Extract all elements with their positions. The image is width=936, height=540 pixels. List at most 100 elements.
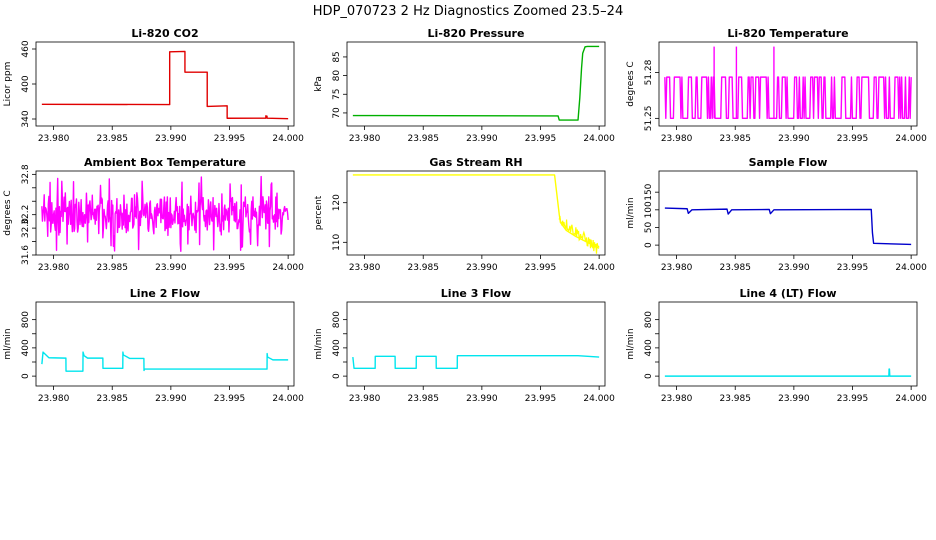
x-tick-label: 24.000 — [272, 134, 304, 144]
x-tick-label: 23.995 — [214, 134, 246, 144]
x-tick-label: 23.995 — [214, 394, 246, 404]
x-tick-label: 24.000 — [895, 263, 927, 273]
x-tick-label: 23.990 — [466, 134, 498, 144]
plot-frame — [35, 301, 295, 387]
y-tick-label: 400 — [332, 339, 342, 356]
series-line — [664, 368, 912, 377]
panel-title: Line 2 Flow — [130, 287, 200, 300]
x-tick-label: 23.995 — [837, 134, 869, 144]
y-tick-label: 400 — [644, 339, 654, 356]
y-tick-label: 32.0 — [21, 218, 31, 238]
y-tick-label: 32.8 — [21, 164, 31, 184]
y-tick-label: 800 — [644, 311, 654, 328]
series-line — [352, 354, 600, 370]
x-tick-label: 23.980 — [38, 394, 70, 404]
y-tick-label: 400 — [21, 75, 31, 92]
y-tick-label: 32.2 — [21, 205, 31, 225]
y-tick-label: 80 — [332, 70, 342, 82]
y-tick-label: 51.28 — [644, 59, 654, 85]
chart-panel-5: Gas Stream RH 23.980 23.985 23.990 23.995 24.… — [314, 156, 615, 273]
series-line — [41, 50, 289, 120]
x-tick-label: 23.980 — [661, 134, 693, 144]
x-tick-label: 23.995 — [837, 263, 869, 273]
x-tick-label: 23.990 — [778, 394, 810, 404]
series-line — [41, 175, 289, 252]
y-axis-label: kPa — [314, 76, 324, 92]
x-tick-label: 24.000 — [895, 134, 927, 144]
y-tick-label: 150 — [644, 183, 654, 200]
x-tick-label: 23.990 — [155, 263, 187, 273]
plot-frame — [35, 41, 295, 127]
y-tick-label: 0 — [21, 373, 31, 379]
x-tick-label: 23.990 — [155, 134, 187, 144]
y-tick-label: 51.25 — [644, 105, 654, 131]
plot-frame — [346, 41, 606, 127]
plot-frame — [658, 301, 918, 387]
y-tick-label: 120 — [332, 194, 342, 211]
x-tick-label: 23.985 — [407, 394, 439, 404]
x-tick-label: 23.985 — [96, 394, 128, 404]
chart-panel-4: Ambient Box Temperature 23.980 23.985 23.99… — [3, 156, 304, 273]
x-tick-label: 24.000 — [583, 134, 615, 144]
y-axis-label: degrees C — [3, 190, 13, 235]
chart-panel-6: Sample Flow 23.980 23.985 23.990 23.995 24.00… — [626, 156, 927, 273]
x-tick-label: 24.000 — [583, 263, 615, 273]
x-tick-label: 23.990 — [466, 394, 498, 404]
y-tick-label: 85 — [332, 51, 342, 62]
series-line — [352, 174, 600, 249]
y-tick-label: 340 — [21, 110, 31, 127]
x-tick-label: 23.995 — [837, 394, 869, 404]
x-tick-label: 23.980 — [38, 263, 70, 273]
y-tick-label: 400 — [21, 339, 31, 356]
x-tick-label: 23.990 — [155, 394, 187, 404]
panel-title: Li-820 CO2 — [131, 27, 198, 40]
y-tick-label: 50 — [644, 221, 654, 233]
chart-panel-1: Li-820 CO2 23.980 23.985 23.990 23.995 24.000… — [3, 27, 304, 144]
x-tick-label: 24.000 — [272, 394, 304, 404]
panel-title: Ambient Box Temperature — [84, 156, 246, 169]
panel-title: Line 3 Flow — [441, 287, 511, 300]
y-axis-label: Licor ppm — [3, 62, 13, 107]
y-tick-label: 110 — [332, 233, 342, 250]
series-line — [41, 351, 289, 372]
x-tick-label: 23.985 — [407, 134, 439, 144]
series-noise — [558, 215, 600, 254]
y-axis-label: ml/min — [314, 328, 324, 359]
series-line — [352, 45, 600, 121]
x-tick-label: 23.990 — [778, 263, 810, 273]
x-tick-label: 24.000 — [895, 394, 927, 404]
y-axis-label: ml/min — [626, 328, 636, 359]
chart-panel-8: Line 3 Flow 23.980 23.985 23.990 23.995 24.00… — [314, 287, 615, 404]
panel-title: Li-820 Pressure — [428, 27, 525, 40]
x-tick-label: 23.995 — [525, 394, 557, 404]
plot-frame — [346, 301, 606, 387]
y-tick-label: 70 — [332, 107, 342, 119]
y-tick-label: 0 — [332, 373, 342, 379]
x-tick-label: 23.995 — [525, 263, 557, 273]
x-tick-label: 23.990 — [466, 263, 498, 273]
y-tick-label: 100 — [644, 201, 654, 218]
y-tick-label: 800 — [332, 311, 342, 328]
x-tick-label: 23.990 — [778, 134, 810, 144]
panel-title: Gas Stream RH — [429, 156, 522, 169]
x-tick-label: 23.980 — [349, 394, 381, 404]
x-tick-label: 23.985 — [719, 394, 751, 404]
chart-panel-2: Li-820 Pressure 23.980 23.985 23.990 23.995 2… — [314, 27, 615, 144]
x-tick-label: 23.980 — [38, 134, 70, 144]
series-line — [664, 76, 912, 120]
x-tick-label: 23.995 — [214, 263, 246, 273]
x-tick-label: 24.000 — [272, 263, 304, 273]
x-tick-label: 23.985 — [407, 263, 439, 273]
panel-title: Li-820 Temperature — [727, 27, 848, 40]
x-tick-label: 23.985 — [96, 263, 128, 273]
y-tick-label: 75 — [332, 89, 342, 100]
x-tick-label: 23.985 — [719, 263, 751, 273]
x-tick-label: 23.980 — [661, 394, 693, 404]
x-tick-label: 23.980 — [349, 263, 381, 273]
plot-frame — [658, 41, 918, 127]
plot-frame — [658, 170, 918, 256]
y-axis-label: ml/min — [3, 328, 13, 359]
series-line — [664, 207, 912, 246]
y-tick-label: 800 — [21, 311, 31, 328]
